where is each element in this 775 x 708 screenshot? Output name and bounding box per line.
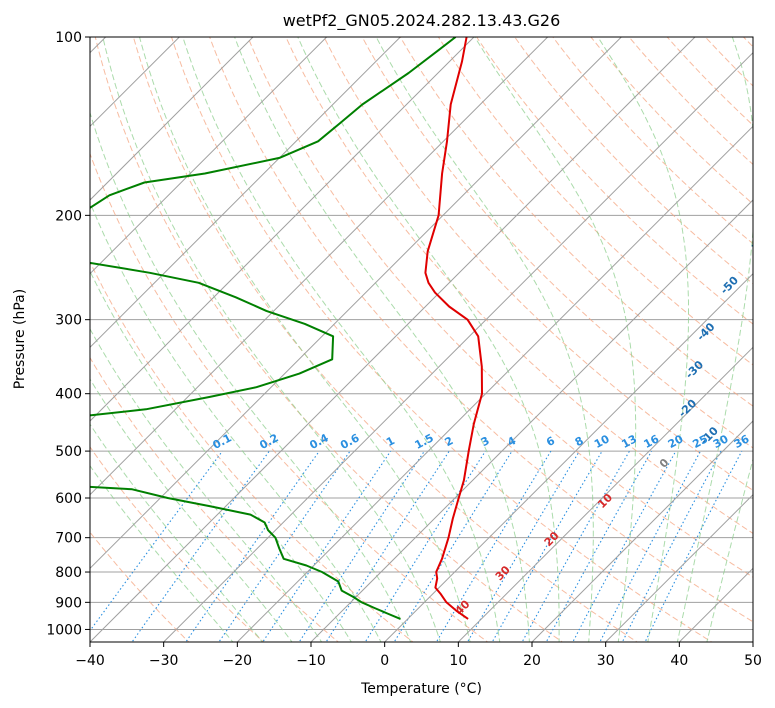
mixing-ratio-line <box>298 450 425 642</box>
moist-adiabat-line <box>139 37 471 642</box>
moist-adiabat-line <box>90 378 293 642</box>
isotherm-line <box>90 37 254 201</box>
y-tick-label: 1000 <box>46 622 82 638</box>
moist-adiabat-line <box>474 37 637 642</box>
mixing-ratio-label: 25 <box>690 432 710 451</box>
temperature-line <box>424 37 483 620</box>
isotherm-line <box>384 272 753 642</box>
dewpoint-line <box>90 37 457 620</box>
mixing-ratio-label: 30 <box>711 432 731 451</box>
dry-adiabat-line <box>399 37 753 407</box>
mixing-ratio-label: 36 <box>732 432 752 451</box>
dry-adiabat-label: -60 <box>747 228 770 251</box>
x-tick-label: 20 <box>523 653 541 669</box>
dry-adiabat-line <box>90 356 340 642</box>
moist-adiabat-line <box>375 37 594 642</box>
isotherm-grid <box>90 37 753 642</box>
isotherm-line <box>90 37 696 642</box>
isotherm-line <box>310 199 753 642</box>
y-tick-label: 300 <box>55 313 82 329</box>
dry-adiabat-line <box>94 37 564 642</box>
y-axis-label: Pressure (hPa) <box>12 289 28 389</box>
dry-adiabat-line <box>247 37 753 578</box>
dry-adiabat-line <box>476 37 753 325</box>
x-tick-label: −10 <box>296 653 326 669</box>
isotherm-line <box>90 37 401 349</box>
mixing-ratio-line <box>218 450 351 642</box>
x-tick-label: −20 <box>223 653 253 669</box>
dry-adiabats <box>90 37 753 642</box>
isotherm-line <box>90 37 475 422</box>
mixing-ratio-label: 10 <box>592 432 612 451</box>
moist-adiabat-line <box>90 464 234 642</box>
mixing-ratio-line <box>325 450 450 642</box>
x-tick-label: 10 <box>449 653 467 669</box>
mixing-ratio-line <box>90 450 223 632</box>
x-axis-label: Temperature (°C) <box>360 681 482 697</box>
y-tick-label: 400 <box>55 387 82 403</box>
x-tick-label: 50 <box>744 653 762 669</box>
dry-adiabat-line <box>209 37 753 623</box>
moist-adiabat-line <box>90 270 352 642</box>
mixing-ratio-label: 13 <box>619 432 639 451</box>
moist-adiabat-line <box>676 37 753 642</box>
mixing-ratio-line <box>466 450 580 642</box>
mixing-ratio-label: 20 <box>666 432 686 451</box>
moist-adiabat-line <box>297 37 560 642</box>
moist-adiabat-line <box>90 327 323 642</box>
dry-adiabat-line <box>132 37 638 642</box>
moist-adiabat-line <box>102 37 441 642</box>
y-tick-label: 800 <box>55 565 82 581</box>
y-tick-label: 900 <box>55 595 82 611</box>
isotherm-line <box>605 493 753 642</box>
mixing-ratio-line <box>393 450 513 642</box>
dry-adiabat-line <box>514 37 753 285</box>
dry-adiabat-line <box>361 37 753 449</box>
dry-adiabat-line <box>323 37 753 491</box>
y-axis-ticks: 100 200 300 400 500 600 700 800 900 1000 <box>46 30 90 638</box>
dry-adiabat-line <box>170 37 713 642</box>
sounding-series <box>90 37 483 620</box>
mixing-ratio-line <box>621 450 722 642</box>
mixing-ratio-line <box>185 450 320 642</box>
dry-adiabat-line <box>285 37 753 535</box>
dry-adiabat-line <box>90 260 414 642</box>
isobar-grid <box>90 37 753 630</box>
y-tick-label: 600 <box>55 491 82 507</box>
y-tick-label: 100 <box>55 30 82 46</box>
moist-adiabat-line <box>597 37 689 642</box>
x-tick-label: 40 <box>670 653 688 669</box>
mixing-ratio-line <box>131 450 270 642</box>
isotherm-line <box>236 125 753 642</box>
moist-adiabat-line <box>90 111 412 642</box>
isotherm-line <box>457 346 753 642</box>
x-tick-label: −30 <box>149 653 179 669</box>
x-tick-label: −40 <box>75 653 105 669</box>
mixing-ratio-line <box>599 450 701 642</box>
dry-adiabat-line <box>90 152 489 642</box>
moist-adiabat-line <box>182 37 501 642</box>
plot-area: -100-90-80-70-60-50-40-30-20-100.10.20.4… <box>90 37 770 642</box>
chart-title: wetPf2_GN05.2024.282.13.43.G26 <box>283 11 561 31</box>
mixing-ratio-label: 16 <box>642 432 662 451</box>
mixing-ratio-line <box>572 450 677 642</box>
x-axis-ticks: −40 −30 −20 −10 0 10 20 30 40 50 <box>75 642 762 669</box>
plot-frame <box>89 36 754 643</box>
isotherm-line <box>531 420 753 642</box>
moist-adiabat-line <box>90 200 382 642</box>
mixing-ratio-line <box>262 450 392 642</box>
y-tick-label: 700 <box>55 531 82 547</box>
x-tick-label: 0 <box>380 653 389 669</box>
isotherm-line <box>90 37 622 570</box>
y-tick-label: 200 <box>55 208 82 224</box>
isotherm-line <box>90 37 328 275</box>
y-tick-label: 500 <box>55 444 82 460</box>
x-tick-label: 30 <box>597 653 615 669</box>
isotherm-line <box>163 51 753 642</box>
dry-adiabat-line <box>90 531 190 642</box>
